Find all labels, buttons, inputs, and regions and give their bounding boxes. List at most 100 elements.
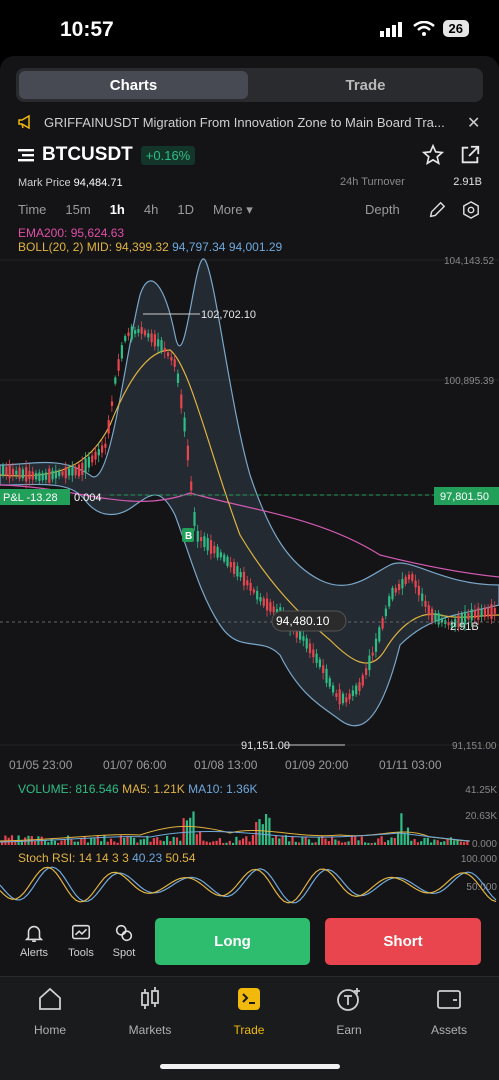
candle-body bbox=[31, 471, 34, 480]
chart-tool-icon bbox=[71, 924, 91, 940]
tools-tool[interactable]: Tools bbox=[61, 922, 101, 959]
tf-more[interactable]: More ▾ bbox=[212, 202, 253, 217]
candle-body bbox=[28, 470, 31, 480]
volume-bar bbox=[430, 842, 433, 845]
tf-15m[interactable]: 15m bbox=[65, 202, 91, 217]
tab-charts[interactable]: Charts bbox=[19, 71, 248, 99]
tab-trade[interactable]: Trade bbox=[345, 76, 386, 94]
candle-body bbox=[434, 613, 437, 622]
candle-body bbox=[64, 467, 67, 479]
volume-bar bbox=[334, 839, 337, 845]
close-icon[interactable]: ✕ bbox=[467, 115, 481, 132]
volume-bar bbox=[212, 841, 215, 845]
candle-body bbox=[127, 332, 130, 336]
candle-body bbox=[160, 340, 163, 351]
volume-bar bbox=[314, 842, 317, 845]
candle-body bbox=[487, 607, 490, 617]
candle-body bbox=[140, 327, 143, 334]
candle-body bbox=[322, 665, 325, 673]
candlestick-chart[interactable]: 102,702.10 91,151.00 94,480.10 P&L -13.2… bbox=[0, 255, 499, 775]
candle-body bbox=[272, 606, 275, 613]
volume-bar bbox=[436, 840, 439, 845]
volume-bar bbox=[159, 840, 162, 845]
volume-legend: VOLUME: 816.546 MA5: 1.21K MA10: 1.36K bbox=[18, 782, 258, 796]
candle-body bbox=[48, 468, 51, 483]
announcement-bar[interactable]: GRIFFAINUSDT Migration From Innovation Z… bbox=[0, 110, 499, 136]
volume-bar bbox=[116, 842, 119, 845]
candle-body bbox=[440, 618, 444, 623]
short-button[interactable]: Short bbox=[325, 918, 481, 965]
candle-body bbox=[242, 571, 246, 586]
stoch-label: Stoch RSI: 14 14 3 3 bbox=[18, 851, 129, 865]
volume-bar bbox=[76, 841, 80, 845]
candle-body bbox=[226, 556, 229, 566]
candle-body bbox=[308, 643, 312, 654]
volume-bar bbox=[34, 841, 37, 845]
ticker-symbol: BTCUSDT bbox=[42, 144, 133, 165]
candle-body bbox=[256, 590, 259, 600]
volume-bar bbox=[218, 838, 221, 845]
tf-4h[interactable]: 4h bbox=[143, 202, 159, 217]
pencil-icon[interactable] bbox=[428, 201, 446, 219]
settings-icon[interactable] bbox=[462, 201, 480, 219]
alerts-tool[interactable]: Alerts bbox=[14, 922, 54, 959]
current-price-pill bbox=[271, 610, 347, 632]
boll-lower: 94,001.29 bbox=[228, 240, 283, 254]
candle-body bbox=[91, 455, 94, 463]
volume-bar bbox=[86, 842, 89, 845]
spot-tool[interactable]: Spot bbox=[104, 922, 144, 959]
volume-bar bbox=[106, 841, 109, 845]
tf-1h[interactable]: 1h bbox=[109, 202, 125, 217]
candle-body bbox=[454, 618, 457, 628]
volume-bar bbox=[420, 841, 423, 845]
volume-bar bbox=[393, 837, 396, 845]
volume-bar bbox=[284, 835, 287, 845]
tf-time[interactable]: Time bbox=[18, 202, 47, 217]
nav-assets[interactable]: Assets bbox=[409, 986, 489, 1037]
candle-body bbox=[173, 359, 176, 367]
depth-toggle[interactable]: Depth bbox=[365, 202, 400, 217]
candle-body bbox=[368, 655, 371, 671]
nav-markets[interactable]: Markets bbox=[110, 986, 190, 1037]
tf-1d[interactable]: 1D bbox=[177, 202, 194, 217]
volume-bar bbox=[367, 842, 370, 845]
candle-body bbox=[236, 566, 239, 577]
volume-label: VOLUME: 816.546 bbox=[18, 782, 119, 796]
price-axis-2: 100,895.39 bbox=[444, 376, 494, 387]
candle-body bbox=[365, 668, 368, 675]
volume-bar bbox=[129, 836, 132, 845]
candle-body bbox=[249, 582, 252, 591]
volume-bars-group bbox=[1, 811, 469, 845]
star-icon[interactable] bbox=[422, 144, 444, 166]
candle-body bbox=[421, 593, 424, 601]
candles-group bbox=[2, 321, 496, 711]
nav-earn[interactable]: Earn bbox=[309, 986, 389, 1037]
candle-body bbox=[391, 587, 394, 600]
volume-bar bbox=[199, 831, 202, 845]
earn-icon bbox=[337, 988, 360, 1011]
ticker-header[interactable]: BTCUSDT +0.16% bbox=[18, 144, 196, 166]
long-button[interactable]: Long bbox=[155, 918, 310, 965]
candle-body bbox=[467, 613, 470, 620]
stoch-rsi-chart bbox=[0, 866, 497, 904]
trade-sheet bbox=[0, 56, 499, 976]
volume-bar bbox=[232, 842, 235, 845]
stoch-axis-mid: 50.000 bbox=[466, 882, 497, 893]
candle-body bbox=[328, 678, 331, 687]
nav-trade[interactable]: Trade bbox=[209, 986, 289, 1037]
menu-list-icon bbox=[18, 149, 34, 162]
volume-bar bbox=[298, 842, 301, 845]
volume-bar bbox=[387, 840, 390, 845]
volume-bar bbox=[222, 842, 225, 845]
candle-body bbox=[431, 608, 434, 623]
volume-bar bbox=[453, 840, 456, 845]
nav-home[interactable]: Home bbox=[10, 986, 90, 1037]
candle-body bbox=[302, 636, 305, 641]
share-icon[interactable] bbox=[459, 144, 481, 166]
candle-body bbox=[38, 472, 41, 481]
volume-bar bbox=[235, 836, 238, 845]
volume-bar bbox=[354, 835, 357, 845]
stoch-d-line bbox=[0, 866, 497, 904]
turnover-label: 24h Turnover bbox=[340, 176, 405, 188]
candle-body bbox=[190, 481, 193, 491]
